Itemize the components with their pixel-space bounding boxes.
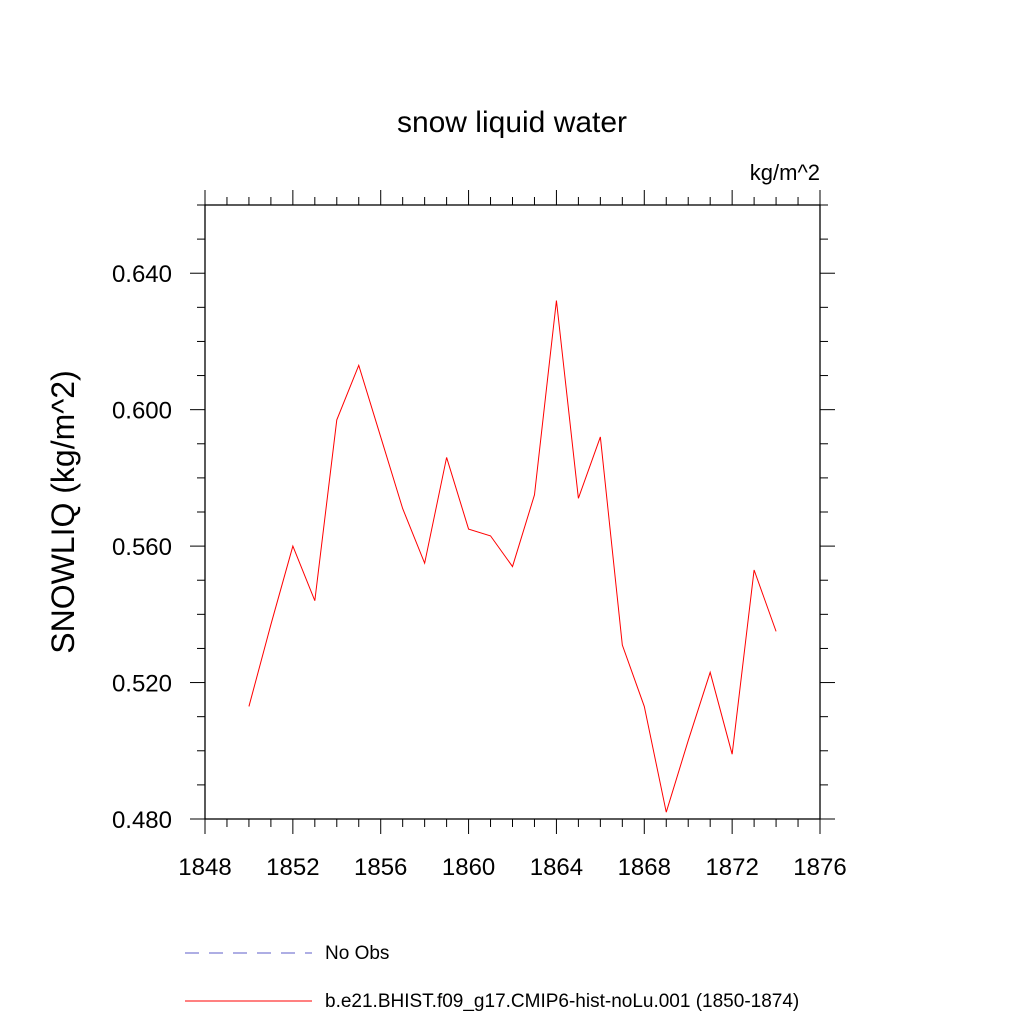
series-line [248,300,777,813]
x-tick-label: 1848 [178,854,231,881]
legend-label-model: b.e21.BHIST.f09_g17.CMIP6-hist-noLu.001 … [325,991,799,1012]
y-tick-label: 0.600 [112,398,172,425]
x-tick-label: 1876 [793,854,846,881]
y-tick-labels: 0.480 0.520 0.560 0.600 0.640 [112,261,172,834]
y-tick-label: 0.560 [112,534,172,561]
axis-ticks [190,190,835,834]
y-axis-label: SNOWLIQ (kg/m^2) [45,370,81,653]
series-group [248,300,777,813]
x-tick-label: 1864 [530,854,583,881]
legend-label-no-obs: No Obs [325,943,389,964]
x-tick-label: 1868 [618,854,671,881]
y-tick-label: 0.520 [112,671,172,698]
legend: No Obs b.e21.BHIST.f09_g17.CMIP6-hist-no… [185,943,799,1012]
x-tick-label: 1856 [354,854,407,881]
x-tick-label: 1860 [442,854,495,881]
plot-frame [204,204,821,820]
y-tick-label: 0.480 [112,807,172,834]
x-tick-label: 1872 [705,854,758,881]
y-tick-label: 0.640 [112,261,172,288]
chart-title: snow liquid water [397,106,627,139]
units-label: kg/m^2 [750,160,820,185]
x-tick-label: 1852 [266,854,319,881]
x-tick-labels: 1848 1852 1856 1860 1864 1868 1872 1876 [178,854,846,881]
